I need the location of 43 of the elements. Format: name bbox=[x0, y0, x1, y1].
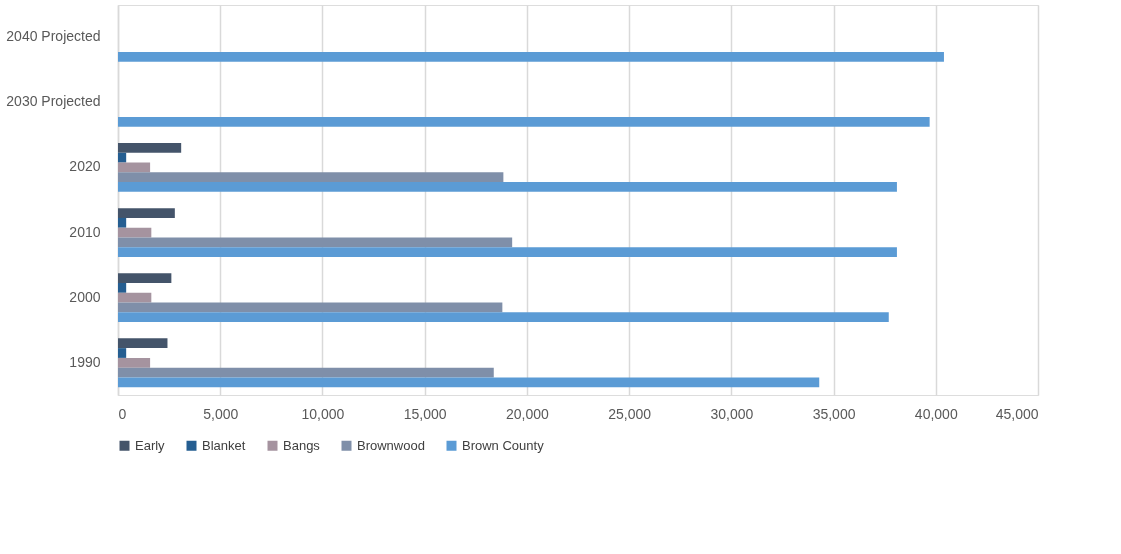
bar bbox=[118, 292, 152, 303]
x-tick-label: 15,000 bbox=[403, 405, 447, 422]
bar bbox=[118, 302, 503, 313]
x-tick-label: 30,000 bbox=[710, 405, 754, 422]
bar bbox=[118, 217, 127, 228]
x-tick-label: 35,000 bbox=[812, 405, 856, 422]
x-tick-label: 45,000 bbox=[995, 405, 1039, 422]
bar bbox=[118, 283, 127, 293]
bar bbox=[118, 348, 127, 358]
x-tick-label: 40,000 bbox=[914, 405, 958, 422]
legend-label: Early bbox=[135, 437, 166, 453]
legend-label: Brownwood bbox=[357, 437, 425, 453]
bar bbox=[118, 152, 127, 163]
legend-label: Bangs bbox=[283, 437, 321, 453]
bar bbox=[118, 367, 494, 378]
x-tick-label: 5,000 bbox=[203, 405, 239, 422]
legend-label: Blanket bbox=[202, 437, 246, 453]
bar bbox=[118, 143, 182, 153]
x-tick-label: 10,000 bbox=[301, 405, 345, 422]
x-tick-label: 0 bbox=[118, 405, 127, 422]
bar bbox=[118, 247, 897, 257]
bar bbox=[118, 237, 513, 248]
bar bbox=[118, 116, 930, 127]
x-tick-label: 25,000 bbox=[608, 405, 652, 422]
y-tick-label: 2040 Projected bbox=[6, 28, 101, 45]
bar bbox=[118, 312, 889, 323]
y-tick-label: 1990 bbox=[69, 353, 101, 370]
legend-label: Brown County bbox=[462, 437, 545, 453]
bar bbox=[118, 357, 151, 368]
y-tick-label: 2010 bbox=[69, 223, 101, 240]
bar bbox=[118, 227, 152, 238]
y-tick-label: 2000 bbox=[69, 288, 101, 305]
bar bbox=[118, 273, 172, 284]
bar bbox=[118, 172, 504, 183]
bar bbox=[118, 338, 168, 349]
bar bbox=[118, 162, 151, 173]
bar bbox=[118, 51, 944, 62]
x-tick-label: 20,000 bbox=[505, 405, 550, 422]
bar bbox=[118, 208, 175, 218]
bar bbox=[118, 377, 820, 388]
y-tick-label: 2030 Projected bbox=[6, 93, 101, 110]
y-tick-label: 2020 bbox=[69, 158, 101, 175]
bar bbox=[118, 182, 897, 192]
